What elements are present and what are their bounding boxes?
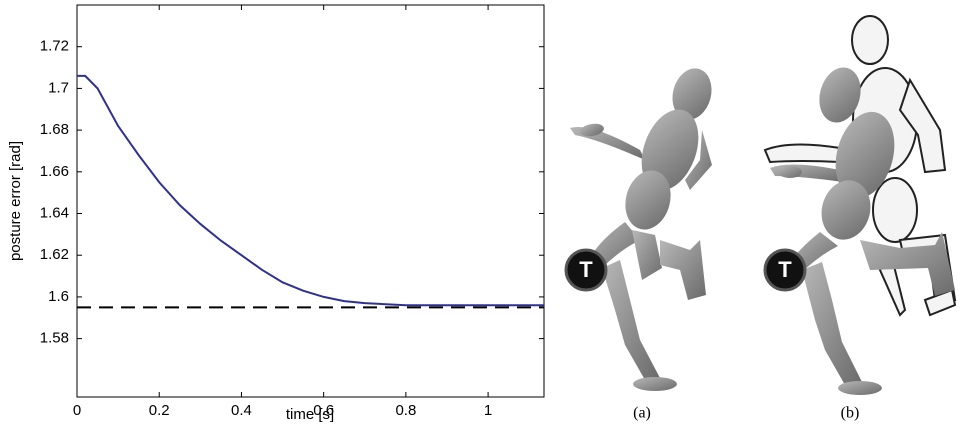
y-tick-label: 1.72 — [40, 38, 69, 55]
y-tick-label: 1.66 — [40, 163, 69, 180]
marker-circle — [564, 248, 608, 292]
figure-b — [770, 67, 955, 395]
y-axis-label: posture error [rad] — [7, 141, 24, 261]
x-tick-label: 1 — [484, 402, 492, 419]
x-tick-label: 0.8 — [395, 402, 416, 419]
caption: (a) — [633, 405, 651, 422]
x-tick-label: 0.2 — [149, 402, 170, 419]
marker-label: T — [579, 257, 593, 282]
figure-a — [570, 68, 712, 391]
y-tick-label: 1.68 — [40, 121, 69, 138]
marker-circle — [763, 248, 807, 292]
x-tick-label: 0.4 — [231, 402, 252, 419]
caption: (b) — [841, 405, 860, 422]
marker-label: T — [778, 257, 792, 282]
y-tick-label: 1.58 — [40, 330, 69, 347]
x-axis-label: time [s] — [286, 406, 334, 423]
x-tick-label: 0 — [73, 402, 81, 419]
plot-frame — [76, 4, 545, 398]
y-tick-label: 1.64 — [40, 204, 69, 221]
x-tick-label: 0.6 — [313, 402, 334, 419]
y-tick-label: 1.62 — [40, 246, 69, 263]
y-tick-label: 1.6 — [48, 288, 69, 305]
y-tick-label: 1.7 — [48, 79, 69, 96]
data-line — [77, 74, 544, 307]
